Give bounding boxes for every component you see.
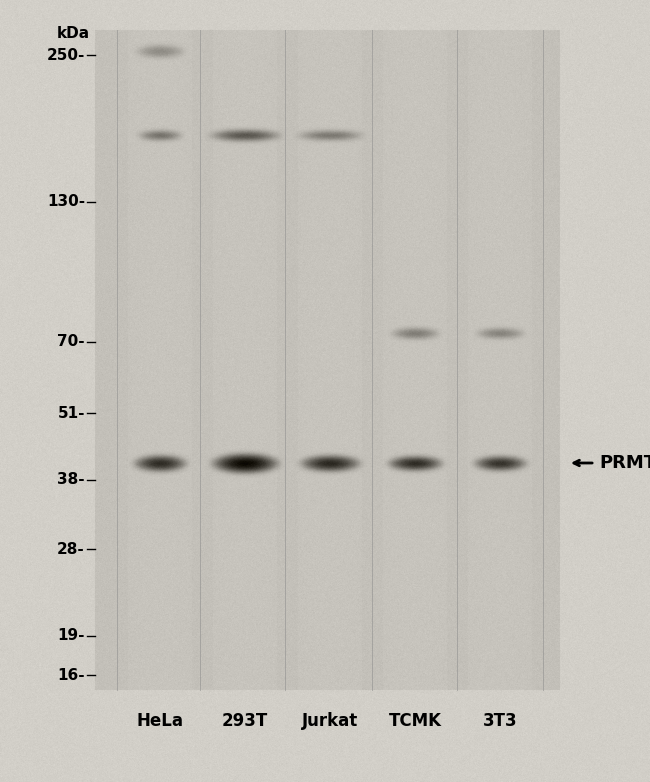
Text: 70-: 70- (57, 335, 85, 350)
Text: 130-: 130- (47, 195, 85, 210)
Text: kDa: kDa (57, 26, 90, 41)
Text: 293T: 293T (222, 712, 268, 730)
Text: HeLa: HeLa (136, 712, 183, 730)
Text: 250-: 250- (47, 48, 85, 63)
Text: 16-: 16- (57, 668, 85, 683)
Text: 38-: 38- (57, 472, 85, 487)
Text: 3T3: 3T3 (483, 712, 517, 730)
Text: Jurkat: Jurkat (302, 712, 358, 730)
Text: TCMK: TCMK (389, 712, 441, 730)
Text: 19-: 19- (57, 629, 85, 644)
Text: 51-: 51- (57, 406, 85, 421)
Text: 28-: 28- (57, 541, 85, 557)
Text: PRMT1: PRMT1 (599, 454, 650, 472)
